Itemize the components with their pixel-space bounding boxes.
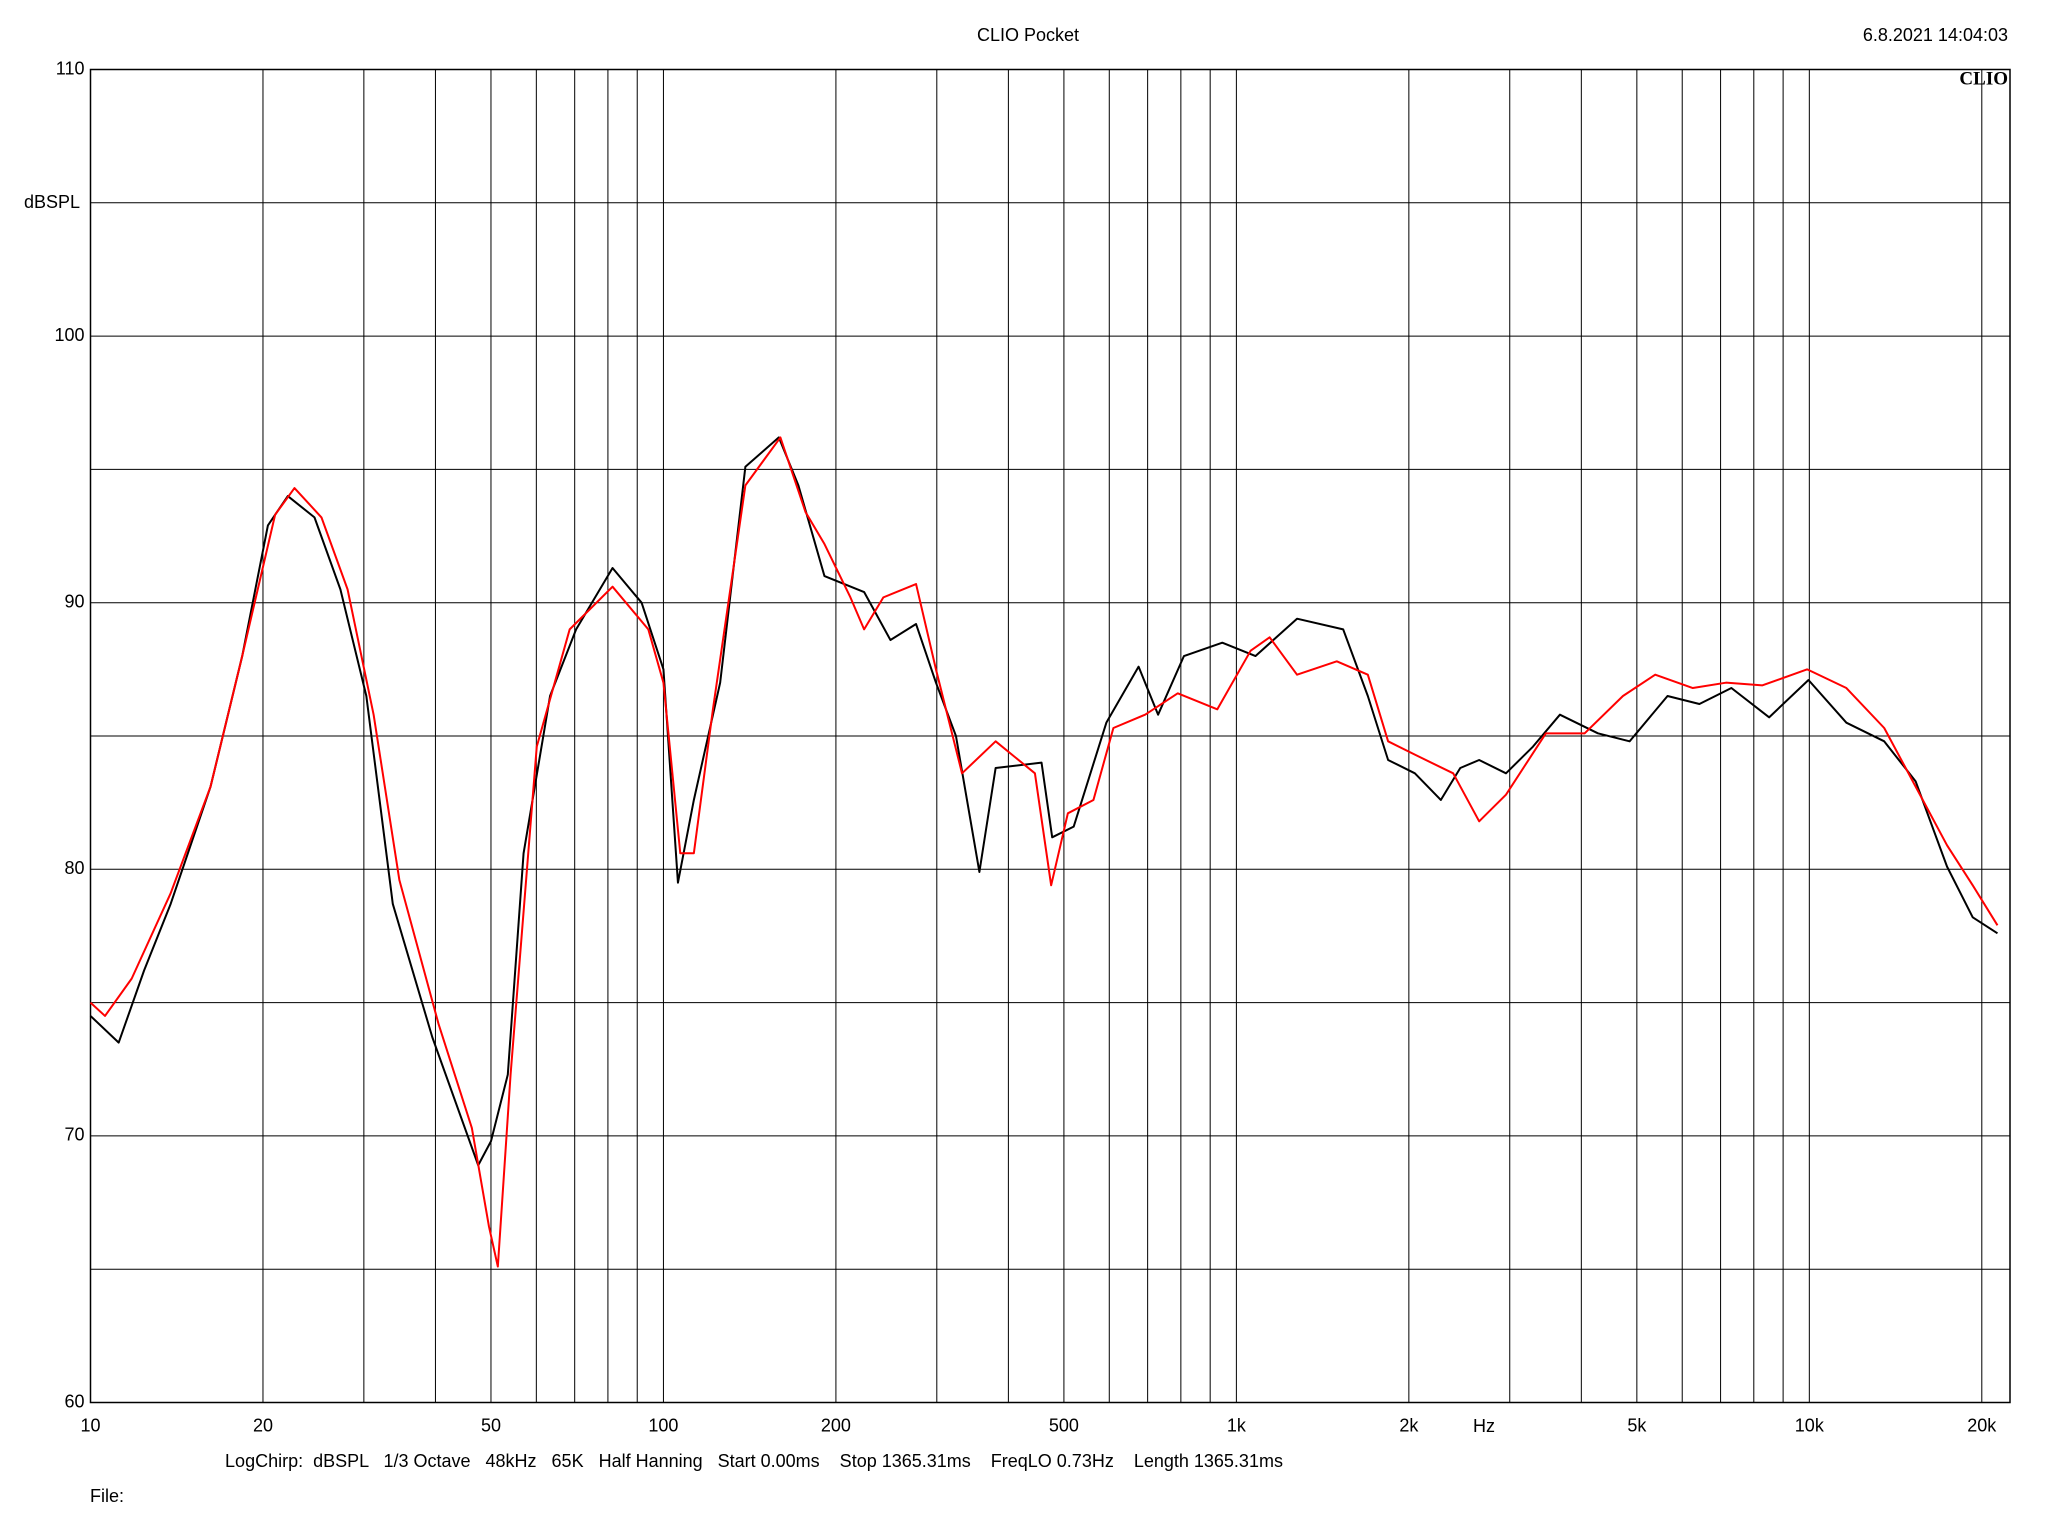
chart-title: CLIO Pocket [977,25,1079,45]
x-tick-label: 1k [1227,1415,1247,1435]
logo: CLIO [1959,68,2008,89]
y-tick-label: 100 [54,325,84,345]
y-tick-label: 60 [64,1391,84,1411]
timestamp: 6.8.2021 14:04:03 [1863,25,2008,45]
response-curve [89,436,1999,1167]
x-tick-label: 100 [648,1415,678,1435]
plot-frame [89,68,2011,1404]
y-axis-label: dBSPL [24,192,80,212]
x-tick-label: 10 [80,1415,100,1435]
x-tick-label: 2k [1399,1415,1419,1435]
x-tick-label: 200 [821,1415,851,1435]
x-tick-label: 20k [1967,1415,1997,1435]
y-tick-label: 70 [64,1125,84,1145]
x-tick-label: 20 [253,1415,273,1435]
response-curve [89,436,1999,1268]
y-tick-label: 90 [64,591,84,611]
x-tick-label: 5k [1627,1415,1647,1435]
x-axis-label: Hz [1473,1416,1495,1436]
x-tick-label: 10k [1795,1415,1825,1435]
file-label: File: [90,1486,124,1506]
y-tick-label: 80 [64,858,84,878]
x-tick-label: 50 [481,1415,501,1435]
x-tick-label: 500 [1049,1415,1079,1435]
footer: LogChirp: dBSPL 1/3 Octave 48kHz 65K Hal… [225,1451,1283,1471]
y-tick-label: 110 [56,58,85,78]
